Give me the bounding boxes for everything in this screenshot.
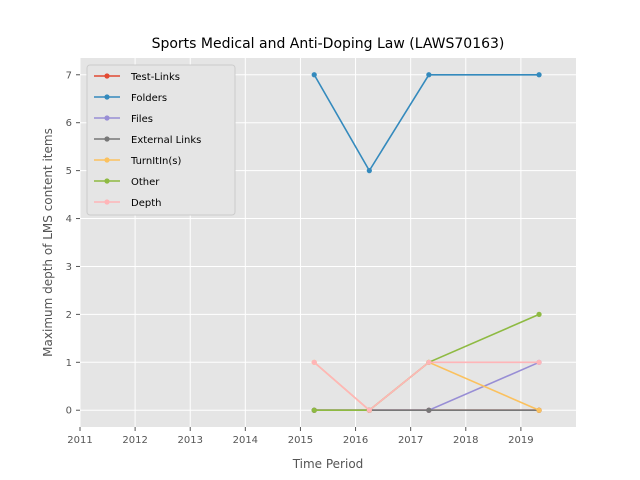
legend-label: External Links [131, 135, 201, 146]
data-point-turnitin-s [536, 407, 542, 413]
y-tick-label: 7 [66, 70, 72, 81]
legend-item-external-links: External Links [94, 135, 201, 146]
data-point-external-links [426, 407, 432, 413]
chart-title: Sports Medical and Anti-Doping Law (LAWS… [152, 36, 505, 52]
series-line-folders [313, 73, 540, 173]
legend-item-files: Files [94, 114, 153, 125]
legend-label: Other [131, 177, 160, 188]
data-point-folders [311, 72, 317, 78]
x-tick-label: 2017 [398, 435, 423, 446]
legend-label: TurnItIn(s) [130, 156, 181, 167]
y-tick-label: 6 [66, 118, 72, 129]
legend-item-turnitin-s: TurnItIn(s) [94, 156, 181, 167]
legend-item-depth: Depth [94, 198, 161, 209]
legend-marker [104, 94, 110, 100]
data-point-depth [366, 407, 372, 413]
y-tick-label: 1 [66, 358, 72, 369]
legend-item-other: Other [94, 177, 160, 188]
data-point-depth [311, 359, 317, 365]
legend-marker [104, 115, 110, 121]
y-tick-label: 5 [66, 166, 72, 177]
series-depth [311, 359, 542, 413]
x-tick-label: 2015 [288, 435, 313, 446]
legend-label: Files [131, 114, 153, 125]
series-layer [311, 72, 542, 413]
x-tick-label: 2019 [508, 435, 533, 446]
legend-marker [104, 73, 110, 79]
data-point-other [311, 407, 317, 413]
legend-item-test-links: Test-Links [94, 72, 180, 83]
x-axis-ticks: 2011 2012 2013 2014 2015 2016 2017 2018 2019 [67, 427, 534, 446]
legend: Test-Links Folders Files External Links Turn… [86, 64, 236, 216]
x-tick-label: 2016 [343, 435, 368, 446]
data-point-folders [426, 72, 432, 78]
legend-marker [104, 178, 110, 184]
y-tick-label: 0 [66, 406, 72, 417]
data-point-other [536, 311, 542, 317]
data-point-depth [426, 359, 432, 365]
x-tick-label: 2011 [67, 435, 92, 446]
y-tick-label: 2 [66, 310, 72, 321]
legend-label: Depth [131, 198, 161, 209]
x-tick-label: 2014 [233, 435, 258, 446]
y-axis-ticks: 0 1 2 3 4 5 6 7 [66, 70, 80, 417]
x-tick-label: 2012 [122, 435, 147, 446]
legend-marker [104, 157, 110, 163]
y-axis-label: Maximum depth of LMS content items [41, 128, 55, 357]
x-axis-label: Time Period [292, 457, 364, 471]
x-tick-label: 2018 [453, 435, 478, 446]
y-tick-label: 4 [66, 214, 72, 225]
series-folders [311, 72, 542, 174]
legend-item-folders: Folders [94, 93, 167, 104]
legend-label: Folders [131, 93, 167, 104]
y-tick-label: 3 [66, 262, 72, 273]
legend-label: Test-Links [130, 72, 180, 83]
data-point-folders [536, 72, 542, 78]
legend-marker [104, 199, 110, 205]
data-point-folders [366, 168, 372, 174]
x-tick-label: 2013 [177, 435, 202, 446]
series-line-depth [313, 361, 540, 412]
legend-marker [104, 136, 110, 142]
legend-frame [86, 64, 236, 216]
data-point-depth [536, 359, 542, 365]
